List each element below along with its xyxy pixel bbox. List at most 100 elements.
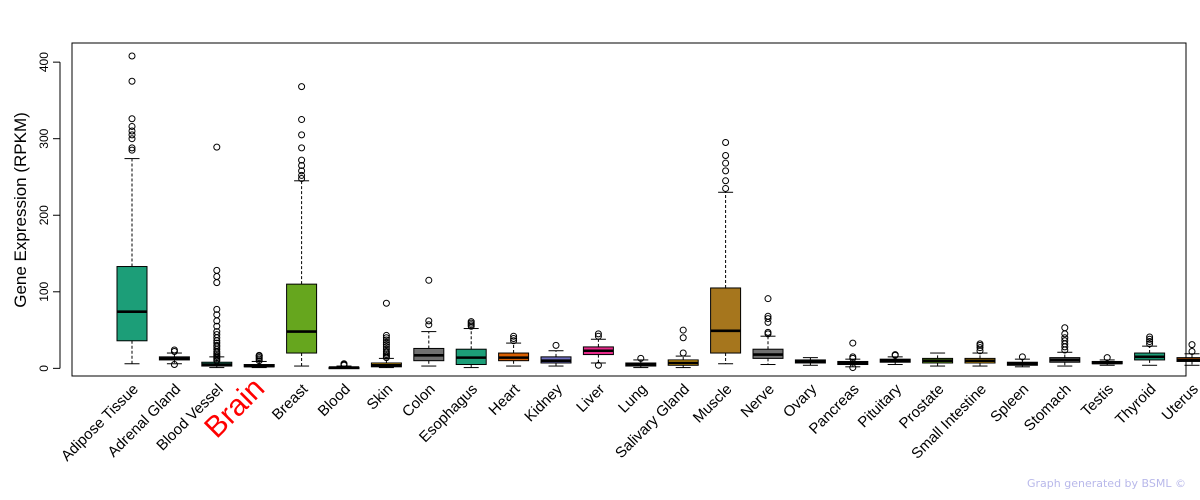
outlier-point	[722, 177, 730, 185]
outlier-point	[298, 161, 306, 169]
outlier-point	[1188, 341, 1196, 349]
outlier-point	[128, 135, 136, 143]
x-tick-label: Breast	[269, 380, 312, 423]
outlier-point	[128, 146, 136, 154]
outlier-point	[340, 360, 348, 368]
outlier-point	[1061, 337, 1069, 345]
box-blood	[328, 360, 360, 370]
outlier-point	[1103, 354, 1111, 362]
outlier-point	[128, 77, 136, 85]
outlier-point	[764, 312, 772, 320]
outlier-point	[298, 167, 306, 175]
box-esophagus	[455, 318, 487, 369]
outlier-point	[213, 272, 221, 280]
outlier-point	[298, 156, 306, 164]
outlier-point	[1146, 333, 1154, 341]
outlier-point	[1146, 335, 1154, 343]
outlier-point	[1061, 330, 1069, 338]
outlier-point	[510, 332, 518, 340]
box-liver	[582, 330, 614, 369]
outlier-point	[170, 346, 178, 354]
x-tick-label: Ovary	[780, 380, 821, 421]
outlier-point	[552, 341, 560, 349]
outlier-point	[213, 339, 221, 347]
box-adrenal-gland	[158, 346, 190, 369]
x-tick-label: Kidney	[521, 380, 566, 425]
watermark-text: Graph generated by BSML ©	[1027, 477, 1186, 490]
outlier-point	[213, 341, 221, 349]
outlier-point	[213, 322, 221, 330]
outlier-point	[298, 144, 306, 152]
outlier-point	[425, 276, 433, 284]
box-blood-vessel	[201, 143, 233, 369]
outlier-point	[128, 131, 136, 139]
outlier-point	[764, 328, 772, 336]
outlier-point	[128, 115, 136, 123]
outlier-point	[510, 337, 518, 345]
outlier-point	[1061, 324, 1069, 332]
iqr-box	[116, 266, 148, 342]
box-salivary-gland	[667, 326, 699, 369]
box-brain	[243, 351, 275, 369]
outlier-point	[849, 339, 857, 347]
box-kidney	[540, 341, 572, 367]
outlier-point	[722, 152, 730, 160]
box-nerve	[752, 295, 784, 366]
outlier-point	[594, 332, 602, 340]
y-tick-label: 300	[37, 128, 51, 148]
outlier-point	[213, 266, 221, 274]
x-tick-label: Colon	[399, 381, 439, 421]
outlier-point	[128, 127, 136, 135]
outlier-point	[722, 139, 730, 147]
outlier-point	[849, 353, 857, 361]
x-tick-label: Muscle	[690, 381, 736, 427]
outlier-point	[722, 184, 730, 192]
box-lung	[625, 354, 657, 369]
outlier-point	[382, 343, 390, 351]
x-tick-label: Liver	[573, 381, 608, 416]
outlier-point	[128, 144, 136, 152]
outlier-point	[764, 295, 772, 303]
outlier-point	[425, 317, 433, 325]
outlier-point	[382, 341, 390, 349]
x-tick-label: Skin	[364, 381, 397, 414]
box-adipose-tissue	[116, 52, 148, 365]
outlier-point	[976, 340, 984, 348]
box-colon	[413, 276, 445, 367]
box-ovary	[794, 357, 826, 366]
x-tick-label: Nerve	[738, 381, 778, 421]
x-tick-label: Blood	[315, 381, 354, 420]
box-muscle	[710, 139, 742, 365]
outlier-point	[128, 52, 136, 60]
outlier-point	[510, 334, 518, 342]
outlier-point	[213, 305, 221, 313]
outlier-point	[594, 330, 602, 338]
box-skin	[370, 299, 402, 369]
y-tick-label: 200	[37, 205, 51, 225]
outlier-point	[976, 347, 984, 355]
outlier-point	[213, 311, 221, 319]
x-tick-label: Thyroid	[1112, 381, 1159, 428]
outlier-point	[976, 344, 984, 352]
y-axis-label: Gene Expression (RPKM)	[11, 112, 30, 308]
outlier-point	[382, 348, 390, 356]
outlier-point	[298, 171, 306, 179]
box-prostate	[922, 352, 954, 367]
iqr-box	[710, 287, 742, 354]
iqr-box	[286, 283, 318, 354]
box-series	[116, 52, 1200, 372]
outlier-point	[298, 174, 306, 182]
outlier-point	[170, 361, 178, 369]
outlier-point	[213, 143, 221, 151]
outlier-point	[594, 361, 602, 369]
outlier-point	[764, 315, 772, 323]
x-tick-label: Adrenal Gland	[104, 381, 184, 461]
outlier-point	[213, 328, 221, 336]
y-axis: 0 100 200 300 400	[37, 52, 61, 372]
box-thyroid	[1134, 333, 1166, 366]
outlier-point	[382, 331, 390, 339]
outlier-point	[213, 331, 221, 339]
outlier-point	[382, 299, 390, 307]
